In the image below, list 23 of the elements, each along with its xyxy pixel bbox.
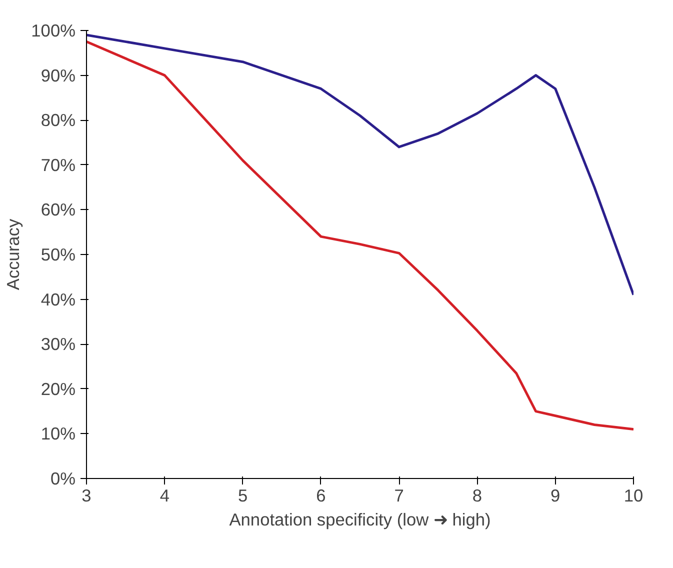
y-tick-label: 70% — [40, 154, 76, 175]
x-tick-label: 6 — [316, 486, 326, 506]
y-tick-label: 100% — [31, 20, 76, 40]
x-tick-label: 8 — [472, 486, 482, 506]
x-tick-label: 10 — [624, 486, 644, 506]
y-tick-label: 30% — [40, 334, 76, 354]
x-tick-label: 4 — [160, 486, 170, 506]
y-tick-label: 0% — [50, 468, 76, 488]
y-tick-label: 60% — [40, 200, 76, 220]
y-axis-title: Accuracy — [3, 218, 24, 290]
y-tick-label: 10% — [40, 424, 76, 444]
line-series — [86, 34, 634, 296]
y-tick-label: 20% — [40, 378, 76, 399]
x-axis-title: Annotation specificity (low ➜ high) — [229, 510, 491, 530]
y-tick-label: 50% — [40, 244, 76, 264]
y-tick-label: 40% — [40, 289, 76, 310]
x-tick-label: 3 — [82, 486, 92, 506]
x-tick-label: 7 — [394, 486, 404, 506]
x-tick-label: 9 — [550, 486, 560, 506]
x-tick-label: 5 — [238, 486, 248, 506]
y-tick-label: 90% — [40, 65, 76, 86]
y-tick-label: 80% — [40, 110, 76, 130]
line-series — [86, 40, 634, 430]
